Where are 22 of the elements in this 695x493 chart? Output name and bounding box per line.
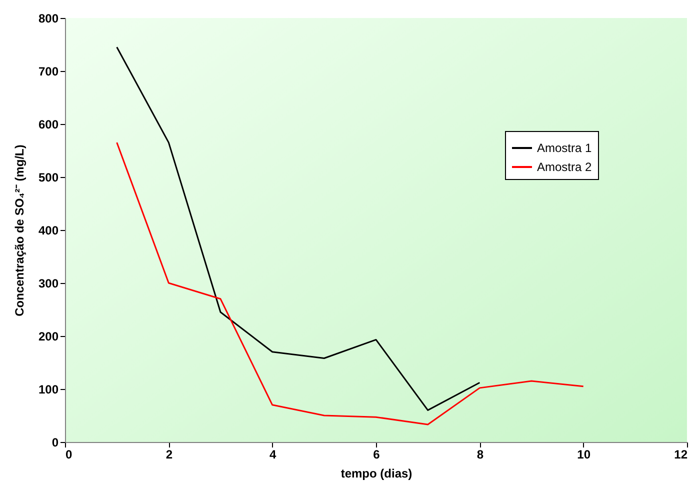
x-tick-label: 8 (476, 448, 484, 462)
line-series (116, 46, 480, 411)
legend-label: Amostra 2 (537, 160, 592, 174)
y-axis-title: Concentração de SO₄²⁻ (mg/L) (12, 144, 26, 316)
x-tick-label: 12 (674, 448, 688, 462)
legend-label: Amostra 1 (537, 141, 592, 155)
y-tick-label: 400 (38, 224, 59, 238)
y-tick-label: 700 (38, 64, 59, 78)
y-tick-label: 0 (52, 436, 59, 450)
x-tick-label: 2 (166, 448, 173, 462)
x-tick-label: 0 (66, 448, 72, 462)
x-axis-title: tempo (dias) (340, 466, 412, 480)
y-tick-label: 300 (38, 276, 59, 290)
y-tick-label: 200 (38, 330, 59, 344)
y-tick-label: 600 (38, 118, 59, 132)
y-tick-label: 500 (38, 170, 59, 184)
y-tick-label: 800 (38, 12, 59, 26)
x-tick-label: 6 (373, 448, 380, 462)
y-tick-label: 100 (38, 382, 59, 396)
line-series (116, 142, 584, 426)
x-tick-label: 4 (269, 448, 276, 462)
x-tick-label: 10 (577, 448, 591, 462)
